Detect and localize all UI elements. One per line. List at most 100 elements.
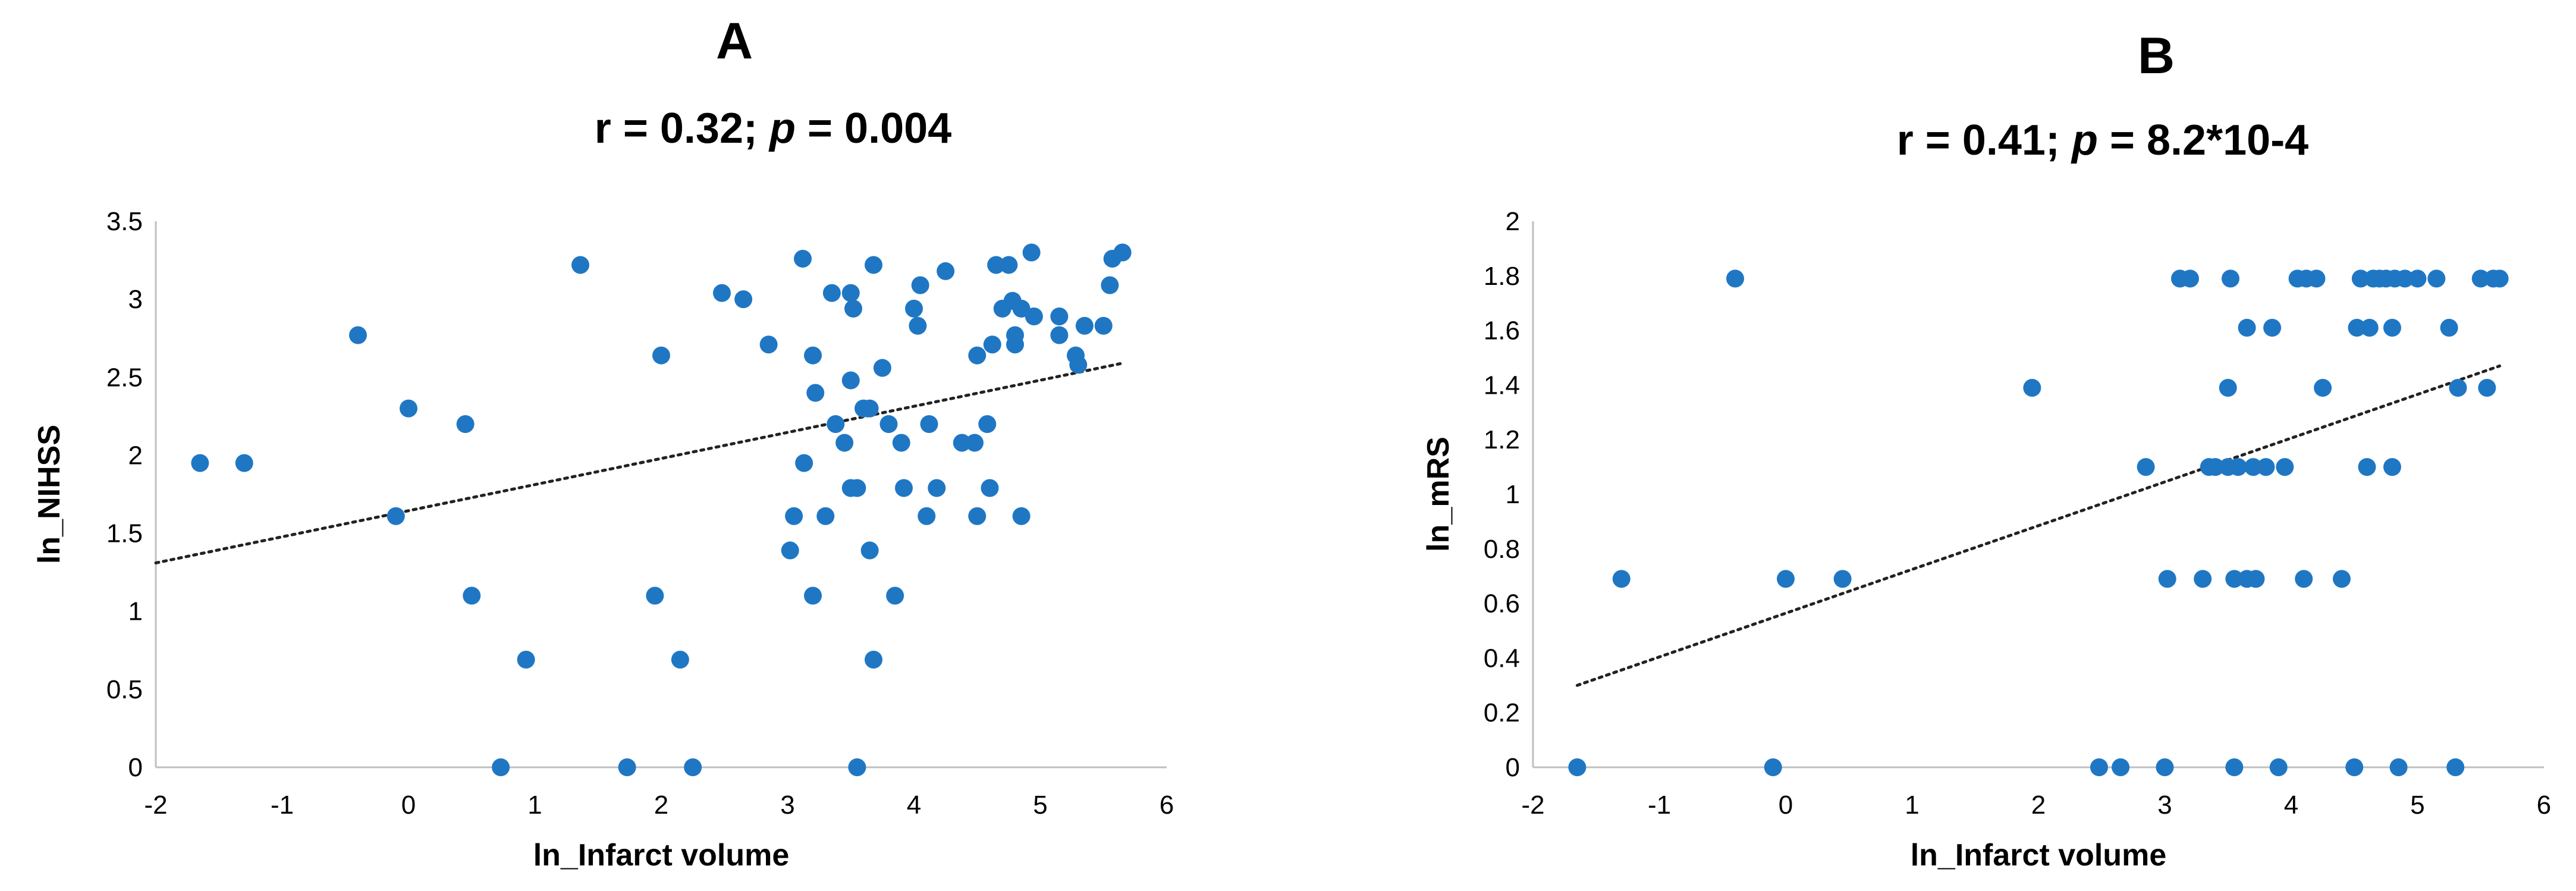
x-tick-label: 2 — [654, 790, 668, 820]
data-point — [2360, 319, 2379, 337]
x-tick-label: -2 — [144, 790, 167, 820]
data-point — [2358, 458, 2376, 476]
data-point — [2427, 269, 2446, 288]
x-tick-label: -1 — [271, 790, 294, 820]
y-tick-label: 2 — [128, 441, 143, 470]
data-point — [983, 335, 1001, 354]
y-tick-label: 1.6 — [1484, 316, 1520, 346]
stats-r: r = 0.41; — [1896, 117, 2072, 164]
data-point — [844, 299, 862, 318]
data-point — [806, 384, 825, 402]
data-point — [1568, 758, 1587, 776]
data-point — [2222, 269, 2239, 288]
data-point — [2206, 458, 2225, 476]
data-point — [191, 454, 209, 472]
stats-p: = 0.004 — [795, 105, 952, 152]
data-point — [2244, 458, 2263, 476]
data-point — [618, 758, 636, 776]
data-point — [1101, 276, 1119, 294]
data-point — [905, 299, 923, 318]
data-point — [865, 256, 882, 274]
data-point — [2295, 570, 2313, 588]
data-point — [2449, 378, 2467, 397]
data-point — [400, 399, 417, 418]
data-point — [1050, 326, 1069, 344]
data-point — [2446, 758, 2465, 776]
data-point — [1050, 307, 1069, 325]
data-point — [865, 651, 882, 669]
stats-p-symbol: p — [2071, 117, 2098, 164]
data-point — [928, 479, 946, 497]
data-point — [2269, 758, 2288, 776]
data-point — [978, 415, 997, 433]
data-point — [966, 434, 984, 452]
data-point — [671, 651, 689, 669]
data-point — [2225, 570, 2244, 588]
data-point — [1612, 570, 1631, 588]
y-tick-label: 0 — [1506, 753, 1520, 782]
y-tick-label: 0.6 — [1484, 589, 1520, 619]
data-point — [2137, 458, 2155, 476]
y-tick-label: 0.4 — [1484, 644, 1520, 673]
x-axis-title: ln_Infarct volume — [1911, 838, 2167, 873]
panel-label: B — [2137, 27, 2175, 84]
data-point — [2090, 758, 2108, 776]
y-tick-label: 1.2 — [1484, 425, 1520, 454]
stats-r: r = 0.32; — [594, 105, 769, 152]
data-point — [873, 359, 891, 377]
data-point — [860, 399, 879, 418]
data-point — [2307, 269, 2326, 288]
x-tick-label: 1 — [527, 790, 542, 820]
data-point — [1075, 316, 1094, 335]
data-point — [2257, 458, 2275, 476]
data-point — [804, 346, 822, 365]
data-point — [879, 415, 898, 433]
data-point — [2276, 458, 2294, 476]
data-point — [492, 758, 510, 776]
x-tick-label: 0 — [401, 790, 416, 820]
data-point — [968, 507, 987, 525]
trendline — [154, 362, 1124, 564]
y-tick-label: 1 — [128, 597, 143, 626]
x-tick-label: -1 — [1648, 790, 1671, 820]
data-point — [1069, 356, 1088, 374]
stats-p: = 8.2*10-4 — [2097, 117, 2309, 164]
data-point — [2112, 758, 2130, 776]
data-point — [2263, 319, 2282, 337]
data-point — [1833, 570, 1852, 588]
data-point — [2333, 570, 2351, 588]
data-point — [1022, 243, 1041, 262]
data-point — [1777, 570, 1795, 588]
data-point — [895, 479, 913, 497]
data-point — [2181, 269, 2199, 288]
data-point — [517, 651, 535, 669]
data-point — [794, 249, 812, 268]
data-point — [2396, 269, 2414, 288]
data-point — [2225, 758, 2244, 776]
data-point — [2490, 269, 2509, 288]
y-axis-title: ln_mRS — [1421, 437, 1456, 552]
data-point — [2229, 458, 2247, 476]
data-point — [571, 256, 589, 274]
data-point — [968, 346, 987, 365]
x-tick-label: 3 — [780, 790, 794, 820]
scatter-chart-b: -2 -1 0 1 2 3 4 5 6 0 0.2 0.4 0.6 0.8 1 1.2 1.4 1.6 1.8 2 ln… — [1421, 207, 2551, 873]
scatter-chart-a: -2 -1 0 1 2 3 4 5 6 0 0.5 1 1.5 2 2.5 3 3.5 ln_Infarct vo… — [32, 207, 1174, 873]
x-tick-label: -2 — [1521, 790, 1544, 820]
data-point — [2383, 458, 2401, 476]
panel-stats: r = 0.32; p = 0.004 — [416, 104, 1130, 153]
y-tick-label: 3 — [128, 285, 143, 314]
data-point — [1006, 335, 1024, 354]
x-tick-label: 1 — [1905, 790, 1919, 820]
data-point — [2351, 269, 2370, 288]
data-point — [841, 371, 860, 390]
data-point — [835, 434, 854, 452]
x-axis-title: ln_Infarct volume — [533, 838, 790, 873]
data-point — [804, 586, 822, 605]
data-point — [911, 276, 929, 294]
data-point — [2383, 319, 2401, 337]
data-point — [2478, 378, 2496, 397]
data-point — [827, 415, 845, 433]
y-tick-label: 3.5 — [106, 207, 143, 236]
data-point — [652, 346, 670, 365]
